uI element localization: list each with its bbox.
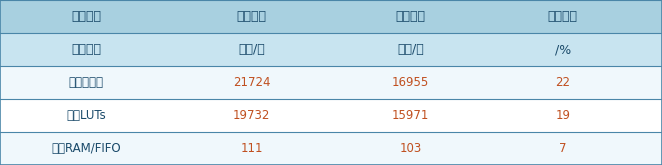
Text: 16955: 16955 xyxy=(392,76,429,89)
Text: 19: 19 xyxy=(555,109,570,122)
Text: 传统方案: 传统方案 xyxy=(236,10,267,23)
Text: 103: 103 xyxy=(399,142,422,155)
Text: 基本单元: 基本单元 xyxy=(71,43,101,56)
Text: 19732: 19732 xyxy=(233,109,270,122)
Bar xyxy=(0,66,662,99)
Text: 逻辑资源: 逻辑资源 xyxy=(71,10,101,23)
Text: 优化方案: 优化方案 xyxy=(395,10,426,23)
Text: 使用/个: 使用/个 xyxy=(397,43,424,56)
Text: 22: 22 xyxy=(555,76,570,89)
Text: 21724: 21724 xyxy=(233,76,270,89)
Text: /%: /% xyxy=(555,43,571,56)
Text: 块状RAM/FIFO: 块状RAM/FIFO xyxy=(51,142,121,155)
Text: 减少消耗: 减少消耗 xyxy=(547,10,578,23)
Text: 片上存储器: 片上存储器 xyxy=(69,76,103,89)
Bar xyxy=(0,0,662,33)
Bar xyxy=(0,33,662,66)
Text: 111: 111 xyxy=(240,142,263,155)
Bar xyxy=(0,132,662,165)
Bar xyxy=(0,99,662,132)
Text: 15971: 15971 xyxy=(392,109,429,122)
Text: 片上LUTs: 片上LUTs xyxy=(66,109,106,122)
Text: 使用/个: 使用/个 xyxy=(238,43,265,56)
Text: 7: 7 xyxy=(559,142,567,155)
